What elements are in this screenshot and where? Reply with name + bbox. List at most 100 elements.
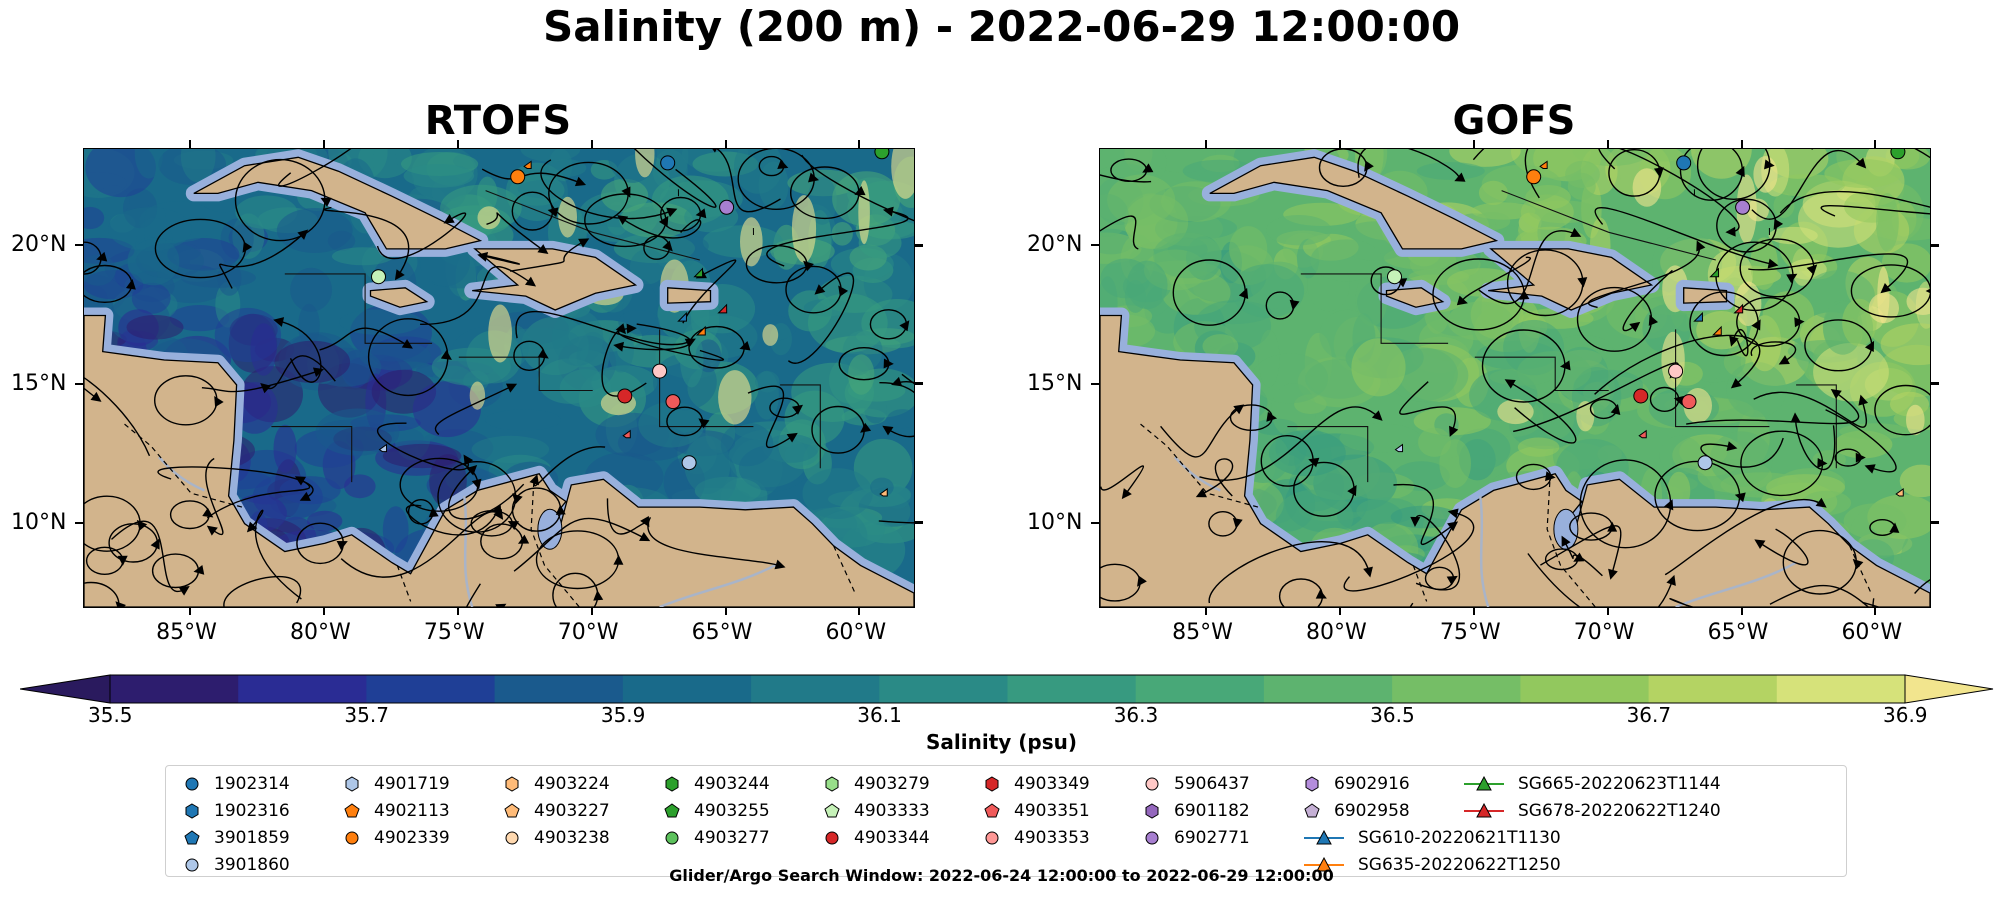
- lat-tick: [1091, 382, 1099, 385]
- current-arrows: [1121, 157, 1930, 599]
- colorbar-segment: [1776, 675, 1906, 703]
- search-window-note: Glider/Argo Search Window: 2022-06-24 12…: [669, 866, 1334, 885]
- legend-item: 3901860: [184, 855, 290, 875]
- colorbar-tick-label: 36.1: [857, 703, 902, 727]
- legend-marker: [345, 831, 359, 845]
- lon-tick-top: [1472, 140, 1475, 148]
- legend-item: 4903255: [664, 801, 770, 821]
- lon-tick-top: [189, 140, 192, 148]
- legend-marker: [984, 803, 1000, 818]
- legend-marker: [1145, 803, 1159, 819]
- marker-4902113: [523, 160, 532, 169]
- map-panel-rtofs[interactable]: [83, 148, 915, 608]
- lon-label: 70°W: [557, 620, 619, 645]
- legend-label: 4903224: [534, 774, 610, 794]
- lon-tick: [590, 607, 593, 615]
- lat-tick-right: [1931, 521, 1939, 525]
- legend-label: 3901860: [214, 855, 290, 875]
- legend-item: SG678-20220622T1240: [1464, 801, 1721, 821]
- legend-label: SG678-20220622T1240: [1518, 801, 1721, 821]
- current-arrows: [90, 149, 910, 607]
- marker-3901860: [681, 455, 697, 471]
- legend-label: 6902771: [1174, 828, 1250, 848]
- marker-4903344: [1633, 388, 1649, 404]
- legend-marker: [665, 831, 679, 845]
- legend-marker: [664, 803, 680, 818]
- marker-SG610: [677, 311, 687, 322]
- marker-4902339: [1526, 169, 1542, 185]
- country-borders: [1139, 423, 1872, 607]
- colorbar-tick-label: 36.9: [1883, 703, 1928, 727]
- lat-tick-right: [915, 521, 923, 525]
- lon-tick: [1874, 607, 1877, 615]
- lon-tick-top: [858, 140, 861, 148]
- map-panel-gofs[interactable]: [1099, 148, 1931, 608]
- salinity-colorbar: [20, 674, 1994, 704]
- lon-label: 85°W: [1172, 620, 1233, 645]
- lat-tick-right: [915, 243, 923, 247]
- colorbar-tick-label: 36.3: [1113, 703, 1159, 727]
- lat-label: 20°N: [1027, 232, 1083, 258]
- legend-marker: [1464, 803, 1504, 818]
- legend-marker: [1304, 830, 1344, 845]
- colorbar-segment: [238, 675, 367, 703]
- legend-label: 4901719: [374, 774, 450, 794]
- marker-3901859: [1394, 443, 1404, 453]
- colorbar-segment: [1392, 675, 1521, 703]
- lat-tick: [1091, 521, 1099, 524]
- legend-marker: [185, 858, 199, 872]
- legend-item: 4903277: [664, 828, 770, 848]
- legend-marker: [665, 776, 679, 792]
- legend-item: 6902958: [1304, 801, 1410, 821]
- colorbar-tick-label: 35.9: [600, 703, 646, 727]
- lon-tick-top: [1606, 140, 1609, 148]
- figure-title: Salinity (200 m) - 2022-06-29 12:00:00: [542, 2, 1461, 51]
- colorbar-extend-low: [20, 674, 111, 704]
- platform-markers[interactable]: [1387, 149, 1906, 497]
- colorbar-segment: [110, 675, 239, 703]
- legend-label: 6902916: [1334, 774, 1410, 794]
- lon-tick-top: [1740, 140, 1743, 148]
- colorbar-segment: [366, 675, 496, 703]
- legend-marker: [1305, 776, 1319, 792]
- colorbar-segment: [1135, 675, 1265, 703]
- lon-label: 80°W: [1305, 620, 1367, 645]
- legend-marker: [185, 803, 199, 819]
- lat-tick: [75, 521, 83, 524]
- lat-label: 20°N: [11, 232, 67, 258]
- lon-tick: [1606, 607, 1609, 615]
- legend-marker: [505, 776, 519, 792]
- lat-tick-right: [915, 382, 923, 386]
- marker-3901859: [378, 443, 388, 453]
- legend-marker: [825, 776, 839, 792]
- legend-marker: [345, 776, 359, 792]
- legend-item: 4903351: [984, 801, 1090, 821]
- marker-5906437: [652, 363, 668, 379]
- legend-marker: [824, 803, 840, 818]
- colorbar-tick-label: 36.7: [1626, 703, 1672, 727]
- lat-tick: [1091, 244, 1099, 247]
- legend-item: 6902916: [1304, 774, 1410, 794]
- legend-label: SG635-20220622T1250: [1358, 855, 1561, 875]
- legend-label: 4902113: [374, 801, 450, 821]
- lon-tick: [858, 607, 861, 615]
- colorbar-segment: [751, 675, 880, 703]
- legend-label: 4903244: [694, 774, 770, 794]
- legend-item: 4903238: [504, 828, 610, 848]
- marker-4903351: [622, 429, 631, 439]
- colorbar-tick-label: 36.5: [1370, 703, 1415, 727]
- marker-4903277: [874, 149, 890, 160]
- marker-SG665: [1709, 267, 1720, 278]
- legend-item: 4903349: [984, 774, 1090, 794]
- legend-marker: [344, 803, 360, 818]
- marker-4903227: [879, 488, 888, 497]
- lat-label: 15°N: [11, 370, 67, 396]
- platform-markers[interactable]: [371, 149, 890, 497]
- marker-SG678: [1733, 303, 1744, 314]
- lon-label: 75°W: [423, 620, 485, 645]
- marker-3901860: [1697, 455, 1713, 471]
- legend-item: 4903244: [664, 774, 770, 794]
- lon-tick: [1472, 607, 1475, 615]
- legend-marker: [185, 777, 199, 791]
- colorbar-segment: [1007, 675, 1137, 703]
